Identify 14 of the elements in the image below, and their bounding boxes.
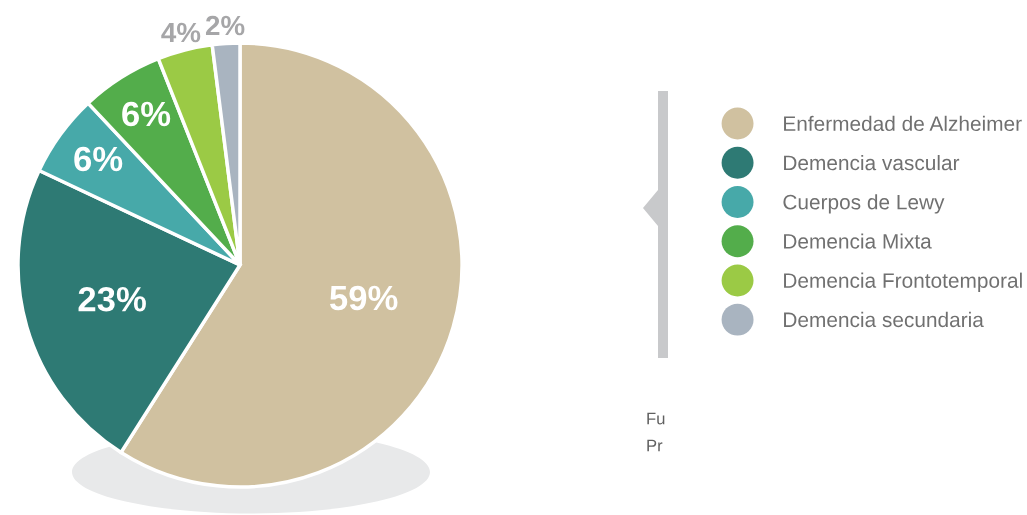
data-label: 2% [205,15,245,36]
text: Fu [647,412,665,425]
legend-label: Demencia secundaria [784,311,984,328]
data-label: 6% [122,101,171,127]
legend-label: Demencia vascular [784,154,960,171]
legend-label: Cuerpos de Lewy [783,194,945,214]
legend-label: Enfermedad de Alzheimer [784,115,1022,132]
legend-label: Demencia Frontotemporal [784,272,1022,293]
data-label: 23% [78,286,146,312]
legend-label: Demencia Mixta [784,233,932,249]
data-label: 59% [329,285,398,311]
data-label: 4% [161,22,201,43]
data-label: 6% [74,146,123,172]
text: Pr [647,439,663,452]
